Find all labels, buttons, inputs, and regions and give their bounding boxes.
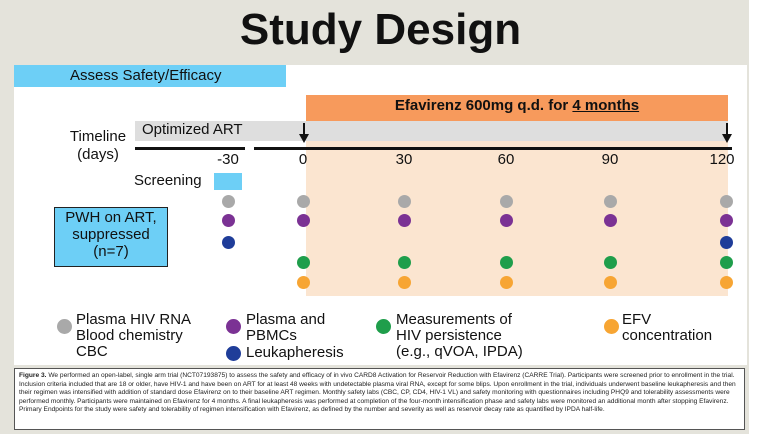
timepoint-dot-plasma-pbmc — [719, 213, 733, 227]
legend-gray-text: Plasma HIV RNA Blood chemistry CBC — [76, 312, 191, 360]
timepoint-dot-leukapheresis — [719, 235, 733, 249]
legend-navy-text: Leukapheresis — [246, 345, 344, 361]
participants-label-line1: PWH on ART, — [65, 209, 157, 226]
timeline-label-line2: (days) — [77, 146, 119, 163]
tick-label: 120 — [709, 151, 735, 168]
legend-green-dot-icon — [376, 319, 391, 334]
legend-green-line: HIV persistence — [396, 327, 502, 344]
timepoint-dot-plasma-hiv-rna — [603, 194, 617, 208]
caption-text: We performed an open-label, single arm t… — [19, 372, 736, 414]
end-arrow-head-icon — [722, 134, 732, 143]
efavirenz-bar — [306, 95, 728, 121]
right-margin — [749, 0, 779, 434]
intensification-phase-area — [306, 121, 728, 296]
efavirenz-label-prefix: Efavirenz 600mg q.d. for — [394, 97, 573, 114]
timepoint-dot-efv-concentration — [603, 275, 617, 289]
timepoint-dot-hiv-persistence — [397, 255, 411, 269]
legend-navy-line: Leukapheresis — [246, 344, 344, 361]
screening-label: Screening — [134, 172, 202, 189]
timepoint-dot-plasma-hiv-rna — [719, 194, 733, 208]
legend-orange-text: EFV concentration — [622, 312, 712, 344]
legend-orange-line: EFV — [622, 311, 652, 328]
optimized-art-label: Optimized ART — [142, 121, 243, 138]
tick-label: 60 — [497, 151, 515, 168]
timepoint-dot-efv-concentration — [397, 275, 411, 289]
legend-purple-line: PBMCs — [246, 327, 297, 344]
tick-label: 0 — [298, 151, 308, 168]
timepoint-dot-plasma-hiv-rna — [499, 194, 513, 208]
efavirenz-label: Efavirenz 600mg q.d. for 4 months — [306, 97, 728, 114]
legend-gray-line: CBC — [76, 343, 108, 360]
start-arrow-head-icon — [299, 134, 309, 143]
figure-caption: Figure 3. We performed an open-label, si… — [14, 368, 745, 430]
assess-bar — [14, 65, 286, 87]
legend-gray-line: Blood chemistry — [76, 327, 183, 344]
timepoint-dot-plasma-hiv-rna — [397, 194, 411, 208]
timepoint-dot-hiv-persistence — [603, 255, 617, 269]
timepoint-dot-hiv-persistence — [499, 255, 513, 269]
timepoint-dot-plasma-pbmc — [603, 213, 617, 227]
legend-gray-dot-icon — [57, 319, 72, 334]
legend-purple-dot-icon — [226, 319, 241, 334]
timepoint-dot-efv-concentration — [719, 275, 733, 289]
optimized-art-bar — [135, 121, 728, 141]
legend-green-text: Measurements of HIV persistence (e.g., q… — [396, 312, 523, 360]
assess-label: Assess Safety/Efficacy — [70, 67, 222, 84]
caption-label: Figure 3. — [19, 372, 47, 379]
efavirenz-duration: 4 months — [572, 97, 640, 114]
participants-box — [54, 207, 168, 267]
timepoint-dot-plasma-pbmc — [499, 213, 513, 227]
timeline-label-line1: Timeline — [69, 128, 127, 145]
legend-green-line: Measurements of — [396, 311, 512, 328]
legend-green-line: (e.g., qVOA, IPDA) — [396, 343, 523, 360]
timepoint-dot-plasma-hiv-rna — [296, 194, 310, 208]
participants-label: PWH on ART, suppressed (n=7) — [54, 209, 168, 260]
participants-label-line2: suppressed — [72, 226, 150, 243]
legend-orange-dot-icon — [604, 319, 619, 334]
timepoint-dot-plasma-pbmc — [296, 213, 310, 227]
timepoint-dot-plasma-pbmc — [221, 213, 235, 227]
screening-box — [214, 173, 242, 190]
timepoint-dot-efv-concentration — [296, 275, 310, 289]
timepoint-dot-hiv-persistence — [296, 255, 310, 269]
timepoint-dot-plasma-pbmc — [397, 213, 411, 227]
page-title: Study Design — [239, 5, 522, 54]
legend-orange-line: concentration — [622, 327, 713, 344]
tick-label: 90 — [601, 151, 619, 168]
start-arrow-icon — [303, 123, 305, 137]
legend-purple-line: Plasma and — [246, 311, 326, 328]
timepoint-dot-plasma-hiv-rna — [221, 194, 235, 208]
timeline-axis-treatment — [254, 147, 732, 150]
participants-label-line3: (n=7) — [93, 243, 129, 260]
timepoint-dot-efv-concentration — [499, 275, 513, 289]
tick-label: -30 — [217, 151, 239, 168]
end-arrow-icon — [726, 123, 728, 137]
timeline-label: Timeline (days) — [66, 128, 130, 164]
timeline-axis-screening — [135, 147, 245, 150]
legend-purple-text: Plasma and PBMCs — [246, 312, 325, 344]
legend-gray-line: Plasma HIV RNA — [76, 311, 192, 328]
tick-label: 30 — [395, 151, 413, 168]
timepoint-dot-hiv-persistence — [719, 255, 733, 269]
timepoint-dot-leukapheresis — [221, 235, 235, 249]
legend-navy-dot-icon — [226, 346, 241, 361]
